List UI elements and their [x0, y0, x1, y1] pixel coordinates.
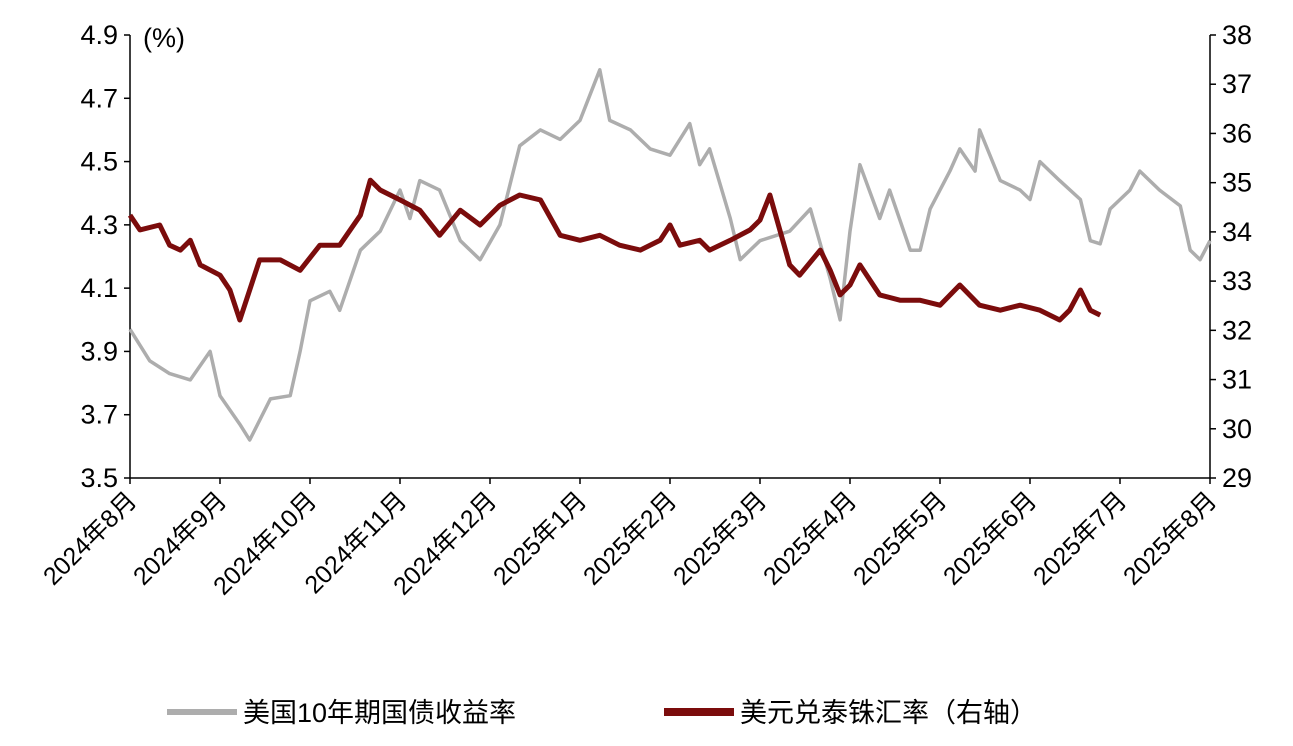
left-tick-label: 3.5	[80, 463, 118, 493]
right-tick-label: 33	[1222, 266, 1252, 296]
right-tick-label: 34	[1222, 217, 1252, 247]
x-tick-label: 2025年6月	[938, 486, 1042, 590]
x-tick-label: 2024年8月	[38, 486, 142, 590]
legend-label-usdthb: 美元兑泰铢汇率（右轴）	[740, 698, 1037, 728]
legend: 美国10年期国债收益率 美元兑泰铢汇率（右轴）	[167, 698, 1037, 728]
right-tick-label: 36	[1222, 118, 1252, 148]
right-tick-label: 37	[1222, 69, 1252, 99]
x-tick-label: 2025年2月	[578, 486, 682, 590]
left-tick-label: 3.7	[80, 400, 118, 430]
x-tick-label: 2025年5月	[848, 486, 952, 590]
right-tick-label: 31	[1222, 365, 1252, 395]
x-tick-label: 2025年1月	[488, 486, 592, 590]
left-tick-label: 4.3	[80, 210, 118, 240]
x-tick-label: 2025年4月	[758, 486, 862, 590]
series-layer	[127, 68, 1212, 442]
right-tick-label: 38	[1222, 20, 1252, 50]
right-tick-label: 29	[1222, 463, 1252, 493]
left-tick-label: 4.7	[80, 83, 118, 113]
legend-label-treasury: 美国10年期国债收益率	[243, 698, 516, 728]
x-tick-label: 2025年8月	[1118, 486, 1222, 590]
left-tick-label: 4.5	[80, 147, 118, 177]
unit-label: (%)	[143, 23, 185, 53]
right-tick-label: 32	[1222, 315, 1252, 345]
right-tick-label: 30	[1222, 414, 1252, 444]
right-tick-label: 35	[1222, 168, 1252, 198]
x-tick-label: 2025年3月	[668, 486, 772, 590]
x-tick-label: 2025年7月	[1028, 486, 1132, 590]
usdthb-line	[127, 177, 1102, 323]
treasury-yield-line	[128, 68, 1212, 442]
left-tick-label: 3.9	[80, 336, 118, 366]
left-tick-label: 4.1	[80, 273, 118, 303]
left-tick-label: 4.9	[80, 20, 118, 50]
